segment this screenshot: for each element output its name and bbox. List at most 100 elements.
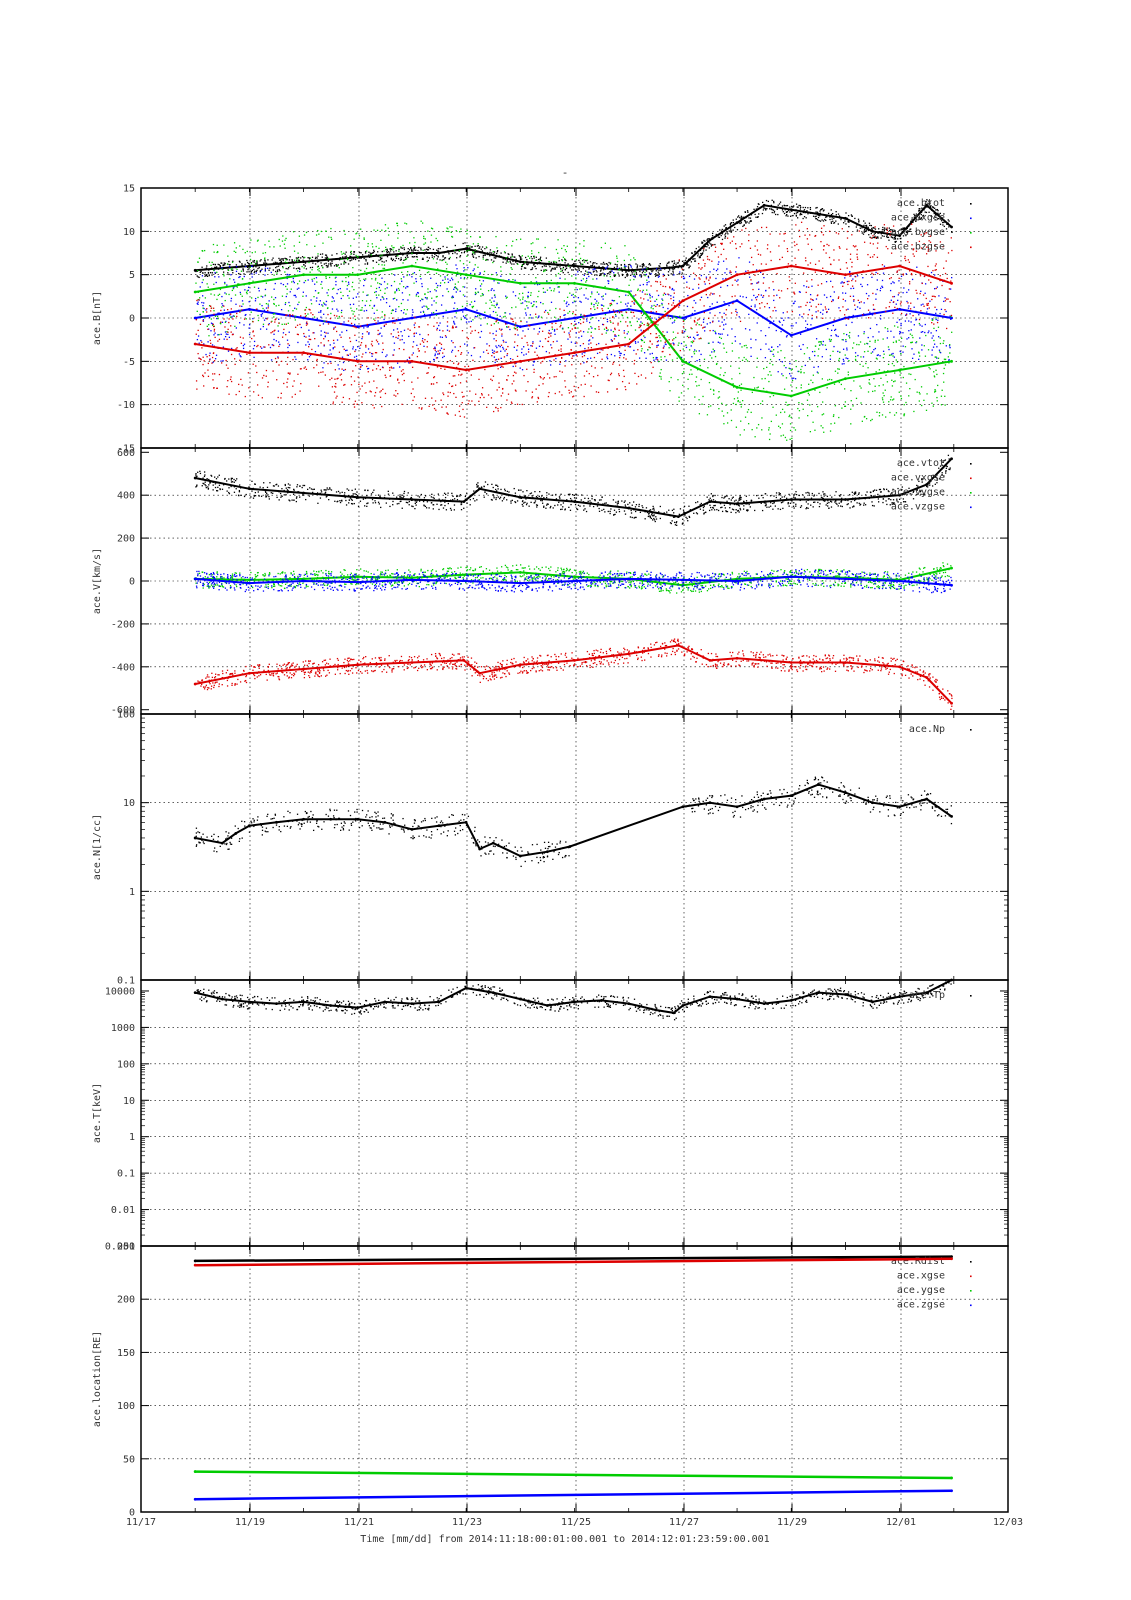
scatter-point bbox=[951, 249, 953, 252]
scatter-point bbox=[364, 304, 366, 307]
scatter-point bbox=[770, 208, 773, 210]
scatter-point bbox=[397, 393, 399, 395]
scatter-point bbox=[296, 270, 299, 272]
scatter-point bbox=[898, 292, 900, 294]
scatter-point bbox=[399, 366, 401, 368]
scatter-point bbox=[697, 334, 699, 336]
scatter-point bbox=[913, 255, 915, 257]
scatter-point bbox=[360, 252, 362, 254]
scatter-point bbox=[427, 246, 430, 248]
scatter-point bbox=[925, 297, 927, 300]
scatter-point bbox=[293, 294, 295, 297]
scatter-point bbox=[317, 253, 319, 255]
scatter-point bbox=[927, 249, 930, 251]
scatter-point bbox=[798, 345, 801, 347]
scatter-point bbox=[600, 348, 602, 351]
scatter-point bbox=[496, 319, 498, 321]
scatter-point bbox=[874, 228, 877, 230]
scatter-point bbox=[292, 310, 294, 312]
scatter-point bbox=[873, 227, 875, 229]
scatter-point bbox=[856, 229, 859, 231]
scatter-point bbox=[895, 340, 897, 342]
scatter-point bbox=[791, 368, 793, 371]
scatter-point bbox=[793, 241, 796, 243]
scatter-point bbox=[515, 322, 517, 324]
scatter-point bbox=[775, 414, 777, 416]
scatter-point bbox=[641, 272, 644, 274]
scatter-point bbox=[515, 306, 517, 308]
scatter-point bbox=[626, 333, 628, 335]
scatter-point bbox=[241, 263, 243, 265]
scatter-point bbox=[859, 307, 861, 309]
scatter-point bbox=[594, 274, 596, 276]
scatter-point bbox=[503, 251, 506, 253]
scatter-point bbox=[383, 250, 385, 252]
scatter-point bbox=[873, 236, 876, 239]
scatter-point bbox=[262, 307, 264, 310]
scatter-point bbox=[814, 271, 817, 273]
scatter-point bbox=[322, 242, 324, 244]
data-point bbox=[950, 359, 953, 363]
scatter-point bbox=[583, 274, 585, 276]
scatter-point bbox=[841, 338, 843, 341]
scatter-point bbox=[721, 242, 723, 245]
scatter-point bbox=[932, 405, 934, 407]
scatter-point bbox=[869, 256, 872, 258]
scatter-point bbox=[344, 256, 346, 258]
scatter-point bbox=[212, 323, 214, 326]
scatter-point bbox=[425, 248, 428, 250]
scatter-point bbox=[372, 259, 374, 262]
scatter-point bbox=[218, 264, 220, 266]
scatter-point bbox=[894, 241, 896, 243]
scatter-point bbox=[701, 252, 704, 255]
scatter-point bbox=[471, 306, 473, 308]
scatter-point bbox=[250, 262, 253, 264]
scatter-point bbox=[848, 221, 850, 223]
scatter-point bbox=[725, 277, 727, 280]
scatter-point bbox=[537, 397, 540, 400]
scatter-point bbox=[321, 253, 324, 255]
scatter-point bbox=[721, 238, 724, 241]
scatter-point bbox=[756, 282, 758, 284]
scatter-point bbox=[335, 264, 338, 266]
scatter-point bbox=[224, 281, 226, 284]
scatter-point bbox=[922, 331, 924, 333]
scatter-point bbox=[889, 301, 891, 304]
scatter-point bbox=[312, 260, 314, 262]
scatter-point bbox=[896, 307, 898, 310]
scatter-point bbox=[706, 246, 708, 248]
scatter-point bbox=[456, 271, 459, 273]
scatter-point bbox=[749, 220, 751, 223]
scatter-point bbox=[511, 268, 513, 270]
scatter-point bbox=[878, 228, 880, 230]
scatter-point bbox=[250, 239, 252, 241]
scatter-point bbox=[914, 214, 916, 217]
scatter-point bbox=[715, 233, 717, 236]
scatter-point bbox=[820, 303, 822, 305]
scatter-point bbox=[196, 302, 198, 305]
scatter-point bbox=[374, 279, 377, 281]
scatter-point bbox=[904, 320, 907, 322]
scatter-point bbox=[495, 320, 497, 322]
scatter-point bbox=[738, 384, 741, 387]
scatter-point bbox=[579, 300, 581, 303]
legend-marker bbox=[970, 203, 972, 205]
scatter-point bbox=[844, 354, 846, 356]
scatter-point bbox=[569, 336, 571, 338]
scatter-point bbox=[542, 291, 545, 293]
scatter-point bbox=[615, 335, 617, 337]
scatter-point bbox=[623, 263, 626, 266]
scatter-point bbox=[682, 277, 685, 280]
scatter-point bbox=[279, 343, 281, 346]
scatter-point bbox=[429, 361, 431, 363]
scatter-point bbox=[843, 363, 845, 365]
scatter-point bbox=[760, 294, 762, 296]
scatter-point bbox=[651, 305, 653, 307]
scatter-point bbox=[442, 256, 444, 258]
scatter-point bbox=[863, 332, 865, 335]
scatter-point bbox=[740, 406, 742, 408]
scatter-point bbox=[317, 269, 319, 271]
scatter-point bbox=[445, 309, 447, 312]
scatter-point bbox=[475, 288, 477, 290]
scatter-point bbox=[802, 210, 804, 213]
